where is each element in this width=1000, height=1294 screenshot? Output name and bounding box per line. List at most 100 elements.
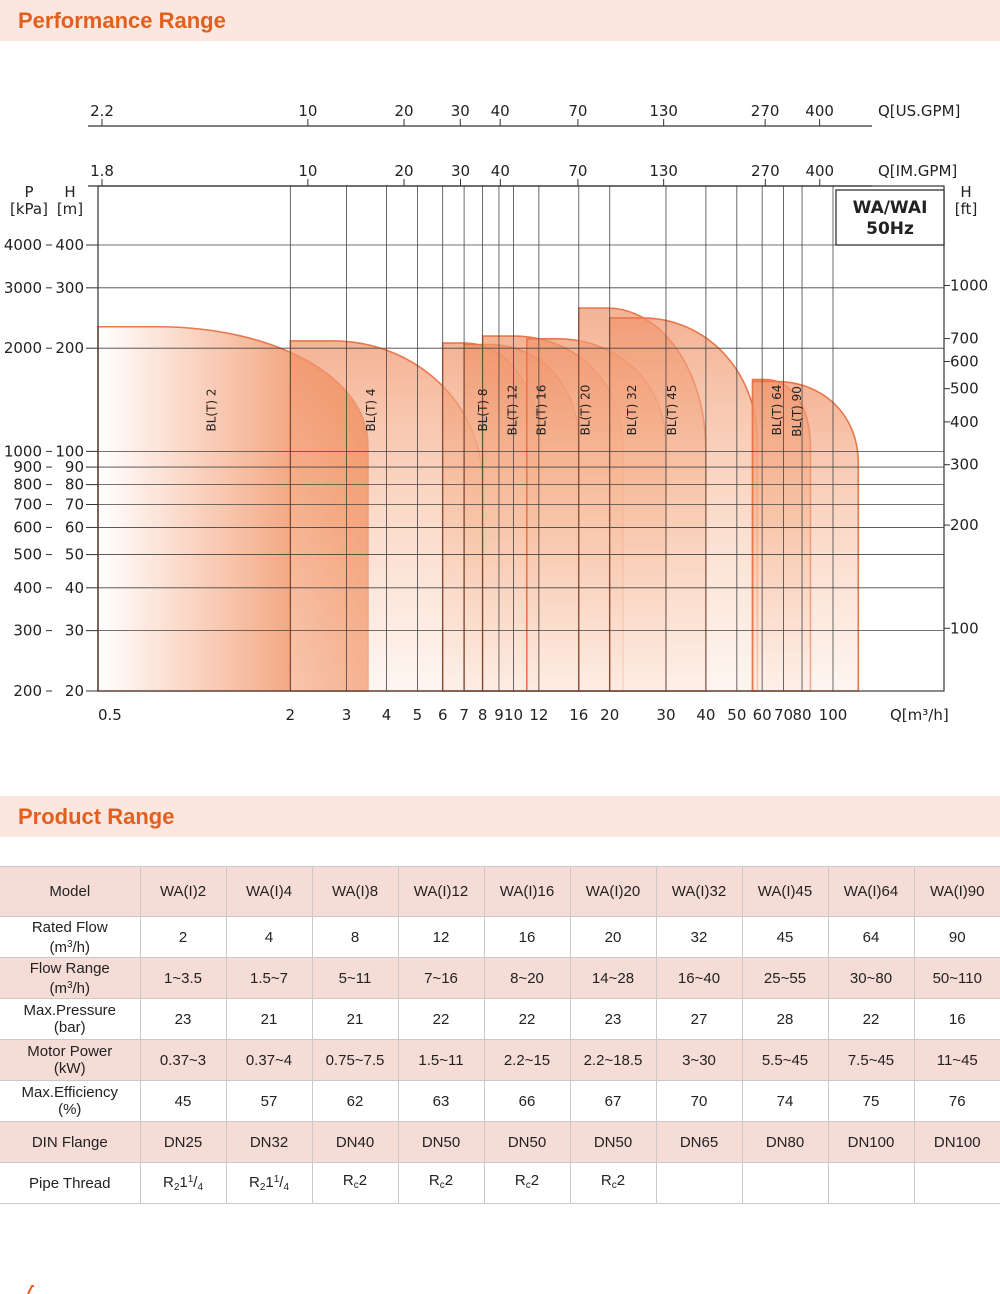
im-gpm-tick-label: 400 <box>805 162 834 180</box>
model-header-cell: WA(I)2 <box>139 866 227 917</box>
y-right-label-unit: [ft] <box>955 200 978 218</box>
y-pressure-tick-label: 3000 <box>4 279 42 297</box>
us-gpm-tick-label: 270 <box>751 102 780 120</box>
y-head-tick-label: 30 <box>65 622 84 640</box>
row-label-line1: DIN Flange <box>31 1133 108 1151</box>
x-tick-label: 16 <box>569 706 588 724</box>
x-tick-label: 4 <box>382 706 392 724</box>
y-pressure-tick-label: 200 <box>13 682 42 700</box>
y-pressure-tick-label: 800 <box>13 476 42 494</box>
row-label-cell: Max.Efficiency (%) <box>0 1080 141 1122</box>
table-cell: 63 <box>397 1080 485 1122</box>
thread-slash: / <box>279 1173 284 1191</box>
pipe-thread-cell: Rc2 <box>397 1162 485 1204</box>
im-gpm-tick-label: 130 <box>649 162 678 180</box>
thread-base: R <box>342 1172 354 1189</box>
table-row: Flow Range (m3/h) 1~3.5 1.5~7 5~11 7~16 8~20 14… <box>0 957 1000 999</box>
row-label-sup: 3 <box>66 938 73 950</box>
pipe-thread-cell: Rc2 <box>311 1162 399 1204</box>
table-row: Max.Pressure (bar) 23 21 21 22 22 23 27 28 22 16 <box>0 998 1000 1040</box>
table-cell: 22 <box>827 998 915 1040</box>
model-header-cell: WA(I)16 <box>483 866 571 917</box>
row-label-line1: Max.Efficiency <box>21 1084 118 1101</box>
pipe-thread-cell: R211/4 <box>139 1162 227 1204</box>
row-label-line2-post: /h) <box>72 938 91 956</box>
x-tick-label: 2 <box>286 706 296 724</box>
row-label-line1: Motor Power <box>27 1043 113 1060</box>
table-cell: 75 <box>827 1080 915 1122</box>
y-head-tick-label: 70 <box>65 495 84 513</box>
table-row-pipe-thread: Pipe Thread R211/4 R211/4 Rc2 Rc2 Rc2 Rc2 <box>0 1162 1000 1204</box>
us-gpm-tick-label: 70 <box>568 102 587 120</box>
page-number-mark <box>27 1285 34 1294</box>
thread-main: 1 <box>265 1173 274 1191</box>
series-label-7: BL(T) 32 <box>625 385 639 436</box>
series-label-6: BL(T) 20 <box>578 385 592 436</box>
y-pressure-label-unit: [kPa] <box>10 200 48 218</box>
y-head-tick-label: 90 <box>65 458 84 476</box>
table-cell: 5~11 <box>311 957 399 999</box>
table-cell: 50~110 <box>913 957 1000 999</box>
row-label-line1: Rated Flow <box>31 918 108 936</box>
model-header-cell: WA(I)90 <box>913 866 1000 917</box>
performance-range-header: Performance Range <box>0 0 1000 41</box>
table-cell: 70 <box>655 1080 743 1122</box>
table-cell: 16 <box>913 998 1000 1040</box>
table-cell: DN50 <box>483 1121 571 1163</box>
y-pressure-tick-label: 500 <box>13 546 42 564</box>
row-label-line2: (%) <box>58 1101 82 1118</box>
table-cell: 20 <box>569 916 657 958</box>
thread-sub: 2 <box>259 1181 266 1193</box>
row-label-line2-post: /h) <box>72 979 91 997</box>
us-gpm-tick-label: 30 <box>451 102 470 120</box>
y-pressure-tick-label: 700 <box>13 495 42 513</box>
table-cell: 28 <box>741 998 829 1040</box>
chart-title-line2: 50Hz <box>866 219 914 239</box>
x-tick-label: 10 <box>504 706 523 724</box>
table-cell: 21 <box>225 998 313 1040</box>
table-cell: 62 <box>311 1080 399 1122</box>
product-range-title: Product Range <box>18 804 175 829</box>
table-cell: DN65 <box>655 1121 743 1163</box>
y-head-tick-label: 20 <box>65 682 84 700</box>
series-label-9: BL(T) 64 <box>770 385 784 436</box>
model-header-cell: WA(I)32 <box>655 866 743 917</box>
table-cell: 16 <box>483 916 571 958</box>
x-tick-label: 9 <box>494 706 504 724</box>
table-cell: DN50 <box>397 1121 485 1163</box>
header-model-label: Model <box>0 866 141 917</box>
table-cell: 5.5~45 <box>741 1039 829 1081</box>
row-label-line2: (bar) <box>53 1019 86 1036</box>
pipe-thread-cell <box>827 1162 915 1204</box>
pipe-thread-cell: Rc2 <box>483 1162 571 1204</box>
us-gpm-tick-label: 2.2 <box>90 102 114 120</box>
thread-base: R <box>514 1172 526 1189</box>
row-label-cell: DIN Flange <box>0 1121 141 1163</box>
table-cell: 8 <box>311 916 399 958</box>
table-cell: 25~55 <box>741 957 829 999</box>
row-label-cell: Rated Flow (m3/h) <box>0 916 141 958</box>
x-tick-label: 20 <box>600 706 619 724</box>
im-gpm-tick-label: 40 <box>491 162 510 180</box>
table-cell: 14~28 <box>569 957 657 999</box>
performance-range-title: Performance Range <box>18 8 226 33</box>
table-row: Motor Power (kW) 0.37~3 0.37~4 0.75~7.5 1.5~1… <box>0 1039 1000 1081</box>
row-label-cell: Motor Power (kW) <box>0 1039 141 1081</box>
x-tick-label: 0.5 <box>98 706 122 724</box>
table-cell: 0.75~7.5 <box>311 1039 399 1081</box>
us-gpm-tick-label: 20 <box>394 102 413 120</box>
y-pressure-tick-label: 900 <box>13 458 42 476</box>
table-cell: 22 <box>397 998 485 1040</box>
table-cell: 64 <box>827 916 915 958</box>
pipe-thread-cell <box>913 1162 1000 1204</box>
row-label-line2: (m <box>49 938 67 956</box>
table-cell: 1.5~7 <box>225 957 313 999</box>
y-pressure-tick-label: 1000 <box>4 442 42 460</box>
x-tick-label: 5 <box>413 706 423 724</box>
y-pressure-tick-label: 4000 <box>4 236 42 254</box>
y-head-label-unit: [m] <box>57 200 83 218</box>
thread-sup: 1 <box>187 1173 194 1185</box>
y-right-tick-label: 500 <box>950 380 979 398</box>
series-label-4: BL(T) 12 <box>505 385 519 436</box>
im-gpm-tick-label: 1.8 <box>90 162 114 180</box>
